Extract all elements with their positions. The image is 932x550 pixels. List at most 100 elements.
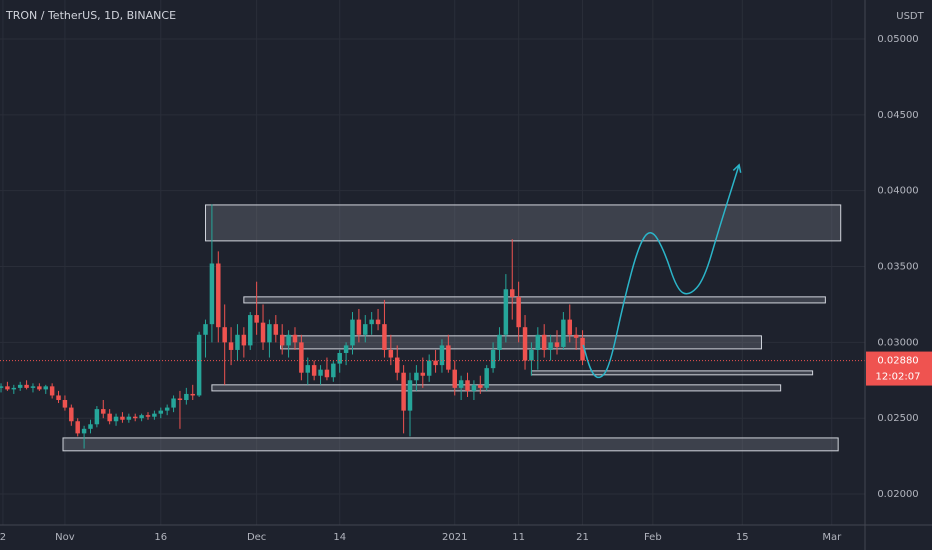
- candle-body: [305, 365, 310, 373]
- candle-body: [107, 413, 112, 422]
- candle-body: [11, 387, 17, 390]
- x-tick-label: Nov: [55, 532, 75, 543]
- candle-body: [548, 342, 553, 350]
- currency-label: USDT: [896, 11, 924, 22]
- candle-body: [190, 393, 195, 396]
- candle-body: [203, 324, 208, 335]
- candle-body: [318, 369, 323, 376]
- candle-body: [426, 360, 432, 376]
- x-tick-label: 21: [576, 532, 589, 543]
- candle-body: [273, 324, 279, 335]
- x-tick-label: 15: [736, 532, 749, 543]
- candle-body: [382, 324, 387, 350]
- candle-body: [510, 289, 515, 297]
- candle-body: [452, 369, 457, 388]
- candle-body: [17, 384, 23, 388]
- candle-body: [30, 386, 36, 388]
- candle-body: [241, 334, 247, 346]
- candle-body: [286, 334, 291, 346]
- x-tick-label: 14: [333, 532, 346, 543]
- candle-body: [5, 386, 10, 390]
- candle-body: [248, 315, 253, 346]
- candle-body: [228, 342, 234, 350]
- candle-body: [49, 386, 55, 396]
- candle-body: [69, 407, 74, 422]
- candle-body: [407, 380, 413, 411]
- candle-body: [139, 415, 144, 419]
- candle-body: [394, 357, 400, 373]
- y-tick-label: 0.02500: [877, 413, 918, 424]
- y-tick-label: 0.04000: [877, 186, 918, 197]
- candle-body: [446, 345, 451, 370]
- candle-body: [331, 363, 336, 378]
- candle-body: [158, 410, 164, 414]
- candle-body: [267, 324, 272, 343]
- candle-body: [337, 352, 342, 364]
- countdown-label: 12:02:07: [876, 372, 921, 383]
- candle-body: [490, 349, 496, 369]
- candle-body: [369, 319, 374, 325]
- candle-body: [196, 334, 202, 396]
- candle-body: [94, 409, 100, 425]
- candle-body: [132, 416, 138, 419]
- candle-body: [567, 319, 573, 335]
- price-zone: [243, 296, 826, 304]
- candle-body: [235, 334, 240, 350]
- candle-body: [171, 398, 176, 408]
- candle-body: [375, 319, 381, 325]
- candle-body: [522, 327, 528, 361]
- y-tick-label: 0.05000: [877, 34, 918, 45]
- candle-body: [216, 263, 221, 328]
- candle-body: [350, 319, 355, 346]
- candle-body: [503, 289, 509, 335]
- y-tick-label: 0.02000: [877, 489, 918, 500]
- candle-body: [458, 380, 464, 388]
- projection-path: [582, 164, 740, 379]
- candle-body: [478, 384, 483, 388]
- candle-body: [184, 393, 189, 401]
- candle-body: [177, 398, 183, 401]
- y-tick-label: 0.04500: [877, 110, 918, 121]
- candle-body: [126, 416, 132, 420]
- price-zone: [205, 204, 842, 242]
- candle-body: [561, 319, 566, 347]
- candle-body: [88, 424, 93, 429]
- candle-body: [484, 368, 489, 388]
- candle-body: [62, 400, 68, 408]
- candle-body: [497, 334, 502, 350]
- candle-body: [343, 345, 349, 353]
- candle-body: [81, 428, 87, 434]
- candle-body: [541, 334, 547, 350]
- candle-body: [120, 416, 125, 420]
- candle-body: [37, 386, 42, 390]
- x-tick-label: 2: [0, 532, 6, 543]
- x-tick-label: Feb: [644, 532, 662, 543]
- candle-body: [75, 421, 80, 434]
- candle-body: [101, 409, 106, 414]
- candle-body: [580, 337, 585, 361]
- candle-body: [401, 372, 406, 411]
- candle-body: [209, 263, 215, 325]
- candle-body: [260, 322, 266, 343]
- candle-body: [439, 345, 445, 366]
- candle-body: [363, 324, 368, 335]
- candle-body: [433, 360, 438, 366]
- y-tick-label: 0.03500: [877, 262, 918, 273]
- candle-body: [43, 386, 48, 390]
- price-zone: [62, 437, 839, 452]
- candle-body: [113, 416, 119, 422]
- x-tick-label: Dec: [247, 532, 266, 543]
- x-tick-label: 2021: [442, 532, 467, 543]
- candle-body: [465, 380, 470, 391]
- candle-body: [420, 372, 426, 376]
- x-tick-label: Mar: [822, 532, 842, 543]
- candle-body: [56, 395, 61, 401]
- candle-body: [152, 413, 157, 417]
- candle-body: [254, 315, 259, 323]
- candle-body: [516, 296, 521, 328]
- candle-body: [324, 369, 330, 378]
- last-price-box: [866, 351, 932, 386]
- price-zone: [530, 370, 814, 376]
